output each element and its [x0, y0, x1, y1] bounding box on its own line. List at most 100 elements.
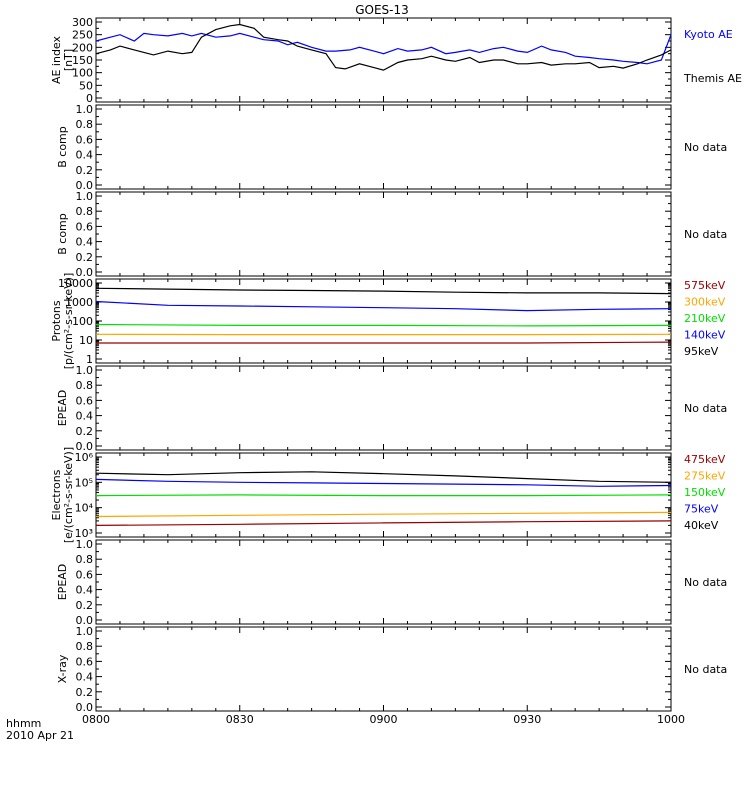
y-tick-label: 0.6 [76, 220, 94, 233]
legend-entry: 40keV [684, 519, 719, 532]
x-tick-label: 0900 [370, 713, 398, 726]
series-line-kyoto-ae [95, 32, 672, 65]
series-line-575kev [96, 341, 672, 344]
y-axis-label: B comp [56, 126, 69, 168]
series-line-themis-ae [95, 23, 672, 71]
panel-protons: 1 10 100 1000 10000 Protons [p/(cm²-s-sr-keV)]… [50, 273, 726, 370]
legend-entry: 475keV [684, 453, 726, 466]
series-line-150kev [95, 494, 672, 497]
series-line-140kev [95, 300, 672, 312]
y-tick-label: 50 [79, 79, 93, 92]
series-line-210kev [95, 323, 672, 327]
y-tick-label: 0.0 [76, 440, 94, 453]
no-data-label: No data [684, 576, 727, 589]
y-tick-label: 0.8 [76, 379, 94, 392]
series-line-40kev [95, 471, 672, 483]
y-tick-label: 0.2 [76, 425, 94, 438]
time-label-date: 2010 Apr 21 [6, 729, 74, 742]
y-tick-label: 150 [72, 54, 93, 67]
panel-epead-1: 0.0 0.2 0.4 0.6 0.8 1.0 EPEAD No data [56, 364, 727, 453]
y-axis-label: [p/(cm²-s-sr-keV)] [62, 273, 75, 370]
y-tick-label: 1.0 [76, 364, 94, 377]
y-tick-label: 0 [86, 92, 93, 105]
y-tick-label: 0.0 [76, 614, 94, 627]
y-tick-label: 0.8 [76, 640, 94, 653]
y-axis-label: Protons [50, 300, 63, 341]
y-axis-label: Electrons [50, 469, 63, 520]
y-tick-label: 300 [72, 16, 93, 29]
y-tick-label: 1.0 [76, 103, 94, 116]
y-tick-label: 10⁴ [75, 502, 94, 515]
legend-entry: Kyoto AE [684, 28, 733, 41]
y-tick-label: 0.8 [76, 553, 94, 566]
x-tick-label: 0800 [82, 713, 110, 726]
chart-title: GOES-13 [355, 3, 409, 17]
panel-b-comp-1: 0.0 0.2 0.4 0.6 0.8 1.0 B comp No data [56, 103, 727, 192]
legend-entry: 150keV [684, 486, 726, 499]
panel-frame [95, 539, 672, 625]
y-tick-label: 100 [72, 67, 93, 80]
no-data-label: No data [684, 141, 727, 154]
panel-frame [95, 191, 672, 277]
y-tick-label: 0.4 [76, 410, 94, 423]
panel-frame [95, 104, 672, 190]
y-tick-label: 0.4 [76, 236, 94, 249]
time-axis: hhmm 2010 Apr 21 0800 0830 0900 0930 1000 [6, 713, 685, 742]
legend-entry: Themis AE [683, 72, 742, 85]
series-line-475kev [95, 520, 672, 527]
y-tick-label: 0.6 [76, 568, 94, 581]
panel-frame [95, 17, 672, 103]
y-axis-label: EPEAD [56, 564, 69, 601]
y-axis-label: EPEAD [56, 390, 69, 427]
legend-entry: 95keV [684, 345, 719, 358]
y-tick-label: 1.0 [76, 625, 94, 638]
y-tick-label: 10⁶ [75, 451, 94, 464]
y-tick-label: 0.6 [76, 394, 94, 407]
y-tick-label: 200 [72, 41, 93, 54]
y-tick-label: 1.0 [76, 538, 94, 551]
y-tick-label: 0.4 [76, 671, 94, 684]
legend-entry: 300keV [684, 296, 726, 309]
panel-frame [95, 365, 672, 451]
y-tick-label: 1 [86, 353, 93, 366]
series-line-75kev [95, 478, 672, 487]
time-label-hhmm: hhmm [6, 717, 41, 730]
y-tick-label: 0.2 [76, 164, 94, 177]
y-tick-label: 0.0 [76, 179, 94, 192]
legend-entry: 140keV [684, 329, 726, 342]
y-axis-label: [nT] [62, 49, 75, 71]
y-tick-label: 10000 [58, 277, 93, 290]
y-tick-label: 0.2 [76, 599, 94, 612]
legend-entry: 275keV [684, 470, 726, 483]
x-tick-label: 0830 [226, 713, 254, 726]
y-tick-label: 0.6 [76, 655, 94, 668]
y-tick-label: 0.8 [76, 205, 94, 218]
y-tick-label: 0.8 [76, 118, 94, 131]
y-tick-label: 0.6 [76, 133, 94, 146]
panel-epead-2: 0.0 0.2 0.4 0.6 0.8 1.0 EPEAD No data [56, 538, 727, 627]
no-data-label: No data [684, 402, 727, 415]
panel-electrons: 10³ 10⁴ 10⁵ 10⁶ Electrons [e/(cm²-s-sr-keV)] 4… [50, 447, 726, 543]
y-tick-label: 0.4 [76, 584, 94, 597]
panel-x-ray: 0.0 0.2 0.4 0.6 0.8 1.0 X-ray No data [56, 625, 727, 714]
y-tick-label: 1000 [65, 296, 93, 309]
y-tick-label: 0.2 [76, 251, 94, 264]
panel-frame [95, 626, 672, 712]
series-line-275kev [95, 511, 672, 518]
legend-entry: 575keV [684, 279, 726, 292]
y-tick-label: 0.0 [76, 701, 94, 714]
no-data-label: No data [684, 663, 727, 676]
no-data-label: No data [684, 228, 727, 241]
y-tick-label: 0.4 [76, 149, 94, 162]
x-tick-label: 0930 [513, 713, 541, 726]
y-tick-label: 0.2 [76, 686, 94, 699]
legend-entry: 75keV [684, 503, 719, 516]
y-axis-label: [e/(cm²-s-sr-keV)] [62, 447, 75, 543]
series-line-95kev [95, 287, 672, 295]
y-tick-label: 100 [72, 315, 93, 328]
y-tick-label: 0.0 [76, 266, 94, 279]
y-tick-label: 250 [72, 29, 93, 42]
panel-b-comp-2: 0.0 0.2 0.4 0.6 0.8 1.0 B comp No data [56, 190, 727, 279]
